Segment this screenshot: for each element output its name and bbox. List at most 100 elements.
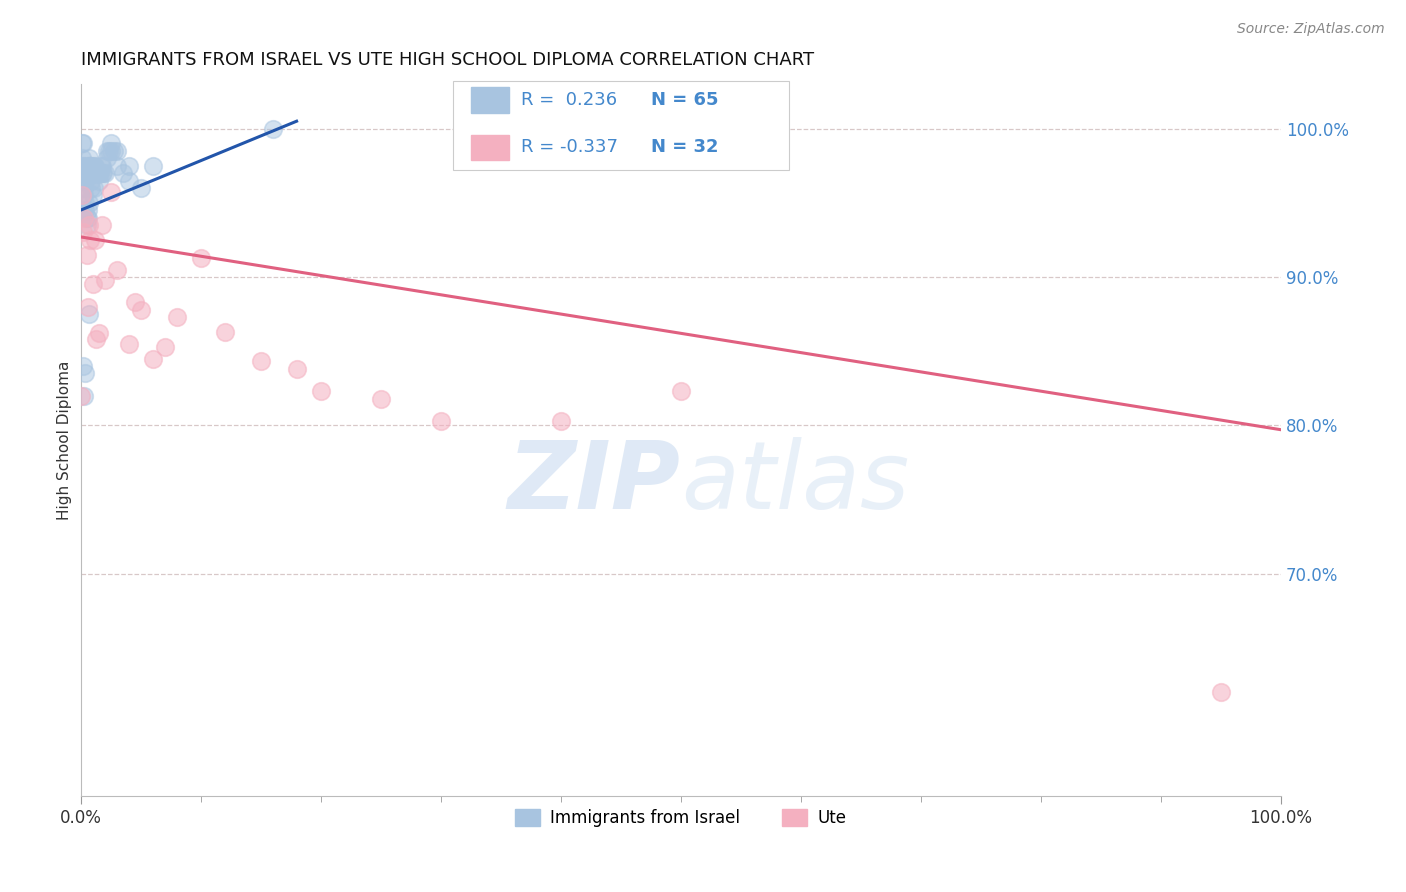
Point bbox=[105, 144, 128, 158]
Point bbox=[72, 226, 94, 240]
Point bbox=[84, 332, 107, 346]
Point bbox=[111, 166, 134, 180]
Point bbox=[80, 181, 103, 195]
Point bbox=[82, 188, 104, 202]
Point bbox=[79, 159, 101, 173]
Point bbox=[80, 159, 103, 173]
Point bbox=[70, 188, 93, 202]
Point bbox=[75, 173, 97, 187]
Point bbox=[87, 166, 110, 180]
Point bbox=[82, 277, 104, 292]
Point bbox=[669, 384, 692, 399]
Point bbox=[72, 159, 94, 173]
Point bbox=[79, 233, 101, 247]
Point bbox=[117, 173, 139, 187]
Text: R = -0.337: R = -0.337 bbox=[522, 138, 619, 156]
Point bbox=[93, 166, 115, 180]
Y-axis label: High School Diploma: High School Diploma bbox=[58, 360, 72, 520]
Point bbox=[86, 166, 108, 180]
Point bbox=[72, 173, 94, 187]
Text: ZIP: ZIP bbox=[508, 437, 681, 529]
Point bbox=[93, 273, 115, 287]
Point bbox=[96, 144, 118, 158]
Point bbox=[90, 159, 112, 173]
Legend: Immigrants from Israel, Ute: Immigrants from Israel, Ute bbox=[509, 803, 852, 834]
Text: R =  0.236: R = 0.236 bbox=[522, 91, 617, 109]
Point bbox=[70, 159, 93, 173]
Point bbox=[285, 362, 308, 376]
Point bbox=[75, 367, 97, 381]
Point bbox=[83, 181, 105, 195]
Point bbox=[73, 389, 96, 403]
Point bbox=[249, 354, 271, 368]
Point bbox=[141, 351, 163, 366]
Point bbox=[100, 136, 122, 151]
Point bbox=[83, 159, 105, 173]
Point bbox=[72, 166, 94, 180]
Point bbox=[70, 151, 93, 165]
Point bbox=[73, 166, 96, 180]
Point bbox=[550, 414, 572, 428]
Point bbox=[82, 166, 104, 180]
Point bbox=[79, 166, 101, 180]
Point bbox=[76, 166, 98, 180]
Point bbox=[76, 211, 98, 225]
Point bbox=[84, 166, 107, 180]
Point bbox=[96, 151, 118, 165]
Point bbox=[105, 262, 128, 277]
Point bbox=[73, 188, 96, 202]
Point bbox=[82, 166, 104, 180]
Point bbox=[124, 295, 146, 310]
Point bbox=[190, 251, 212, 265]
Point bbox=[77, 307, 100, 321]
Point bbox=[69, 181, 91, 195]
Point bbox=[100, 186, 122, 200]
Point bbox=[141, 159, 163, 173]
Text: N = 65: N = 65 bbox=[651, 91, 718, 109]
Point bbox=[91, 166, 114, 180]
Point bbox=[79, 166, 101, 180]
Point bbox=[77, 151, 100, 165]
Point bbox=[91, 166, 114, 180]
Point bbox=[91, 218, 114, 232]
Point bbox=[84, 233, 107, 247]
Point bbox=[76, 300, 98, 314]
Point bbox=[76, 211, 98, 225]
Point bbox=[84, 166, 107, 180]
Point bbox=[73, 181, 96, 195]
Point bbox=[89, 166, 111, 180]
Point bbox=[73, 211, 96, 225]
Point bbox=[72, 359, 94, 373]
Point bbox=[91, 159, 114, 173]
Point bbox=[370, 392, 392, 406]
Point bbox=[166, 310, 188, 324]
Point bbox=[72, 136, 94, 151]
Point bbox=[69, 389, 91, 403]
Text: N = 32: N = 32 bbox=[651, 138, 718, 156]
FancyBboxPatch shape bbox=[453, 80, 789, 169]
Point bbox=[103, 144, 125, 158]
Point bbox=[105, 159, 128, 173]
Point bbox=[1209, 685, 1232, 699]
Point bbox=[129, 181, 152, 195]
Point bbox=[153, 340, 176, 354]
Point bbox=[87, 173, 110, 187]
Point bbox=[117, 159, 139, 173]
Point bbox=[70, 136, 93, 151]
Point bbox=[100, 144, 122, 158]
Point bbox=[75, 203, 97, 218]
Point bbox=[429, 414, 451, 428]
Text: Source: ZipAtlas.com: Source: ZipAtlas.com bbox=[1237, 22, 1385, 37]
Text: atlas: atlas bbox=[681, 437, 910, 528]
Point bbox=[262, 121, 284, 136]
Point bbox=[76, 203, 98, 218]
Point bbox=[76, 159, 98, 173]
Point bbox=[77, 195, 100, 210]
Point bbox=[84, 159, 107, 173]
Point bbox=[77, 159, 100, 173]
Point bbox=[309, 384, 332, 399]
Text: IMMIGRANTS FROM ISRAEL VS UTE HIGH SCHOOL DIPLOMA CORRELATION CHART: IMMIGRANTS FROM ISRAEL VS UTE HIGH SCHOO… bbox=[80, 51, 814, 69]
FancyBboxPatch shape bbox=[471, 87, 509, 112]
Point bbox=[75, 195, 97, 210]
Point bbox=[76, 218, 98, 232]
